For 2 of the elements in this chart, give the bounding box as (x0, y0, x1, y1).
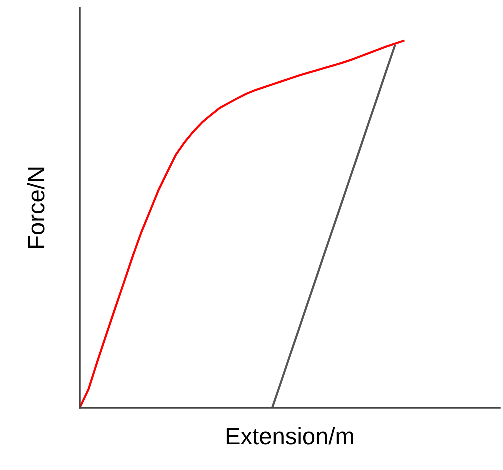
x-axis-title: Extension/m (226, 427, 354, 445)
y-axis-title: Force/N (27, 168, 45, 248)
